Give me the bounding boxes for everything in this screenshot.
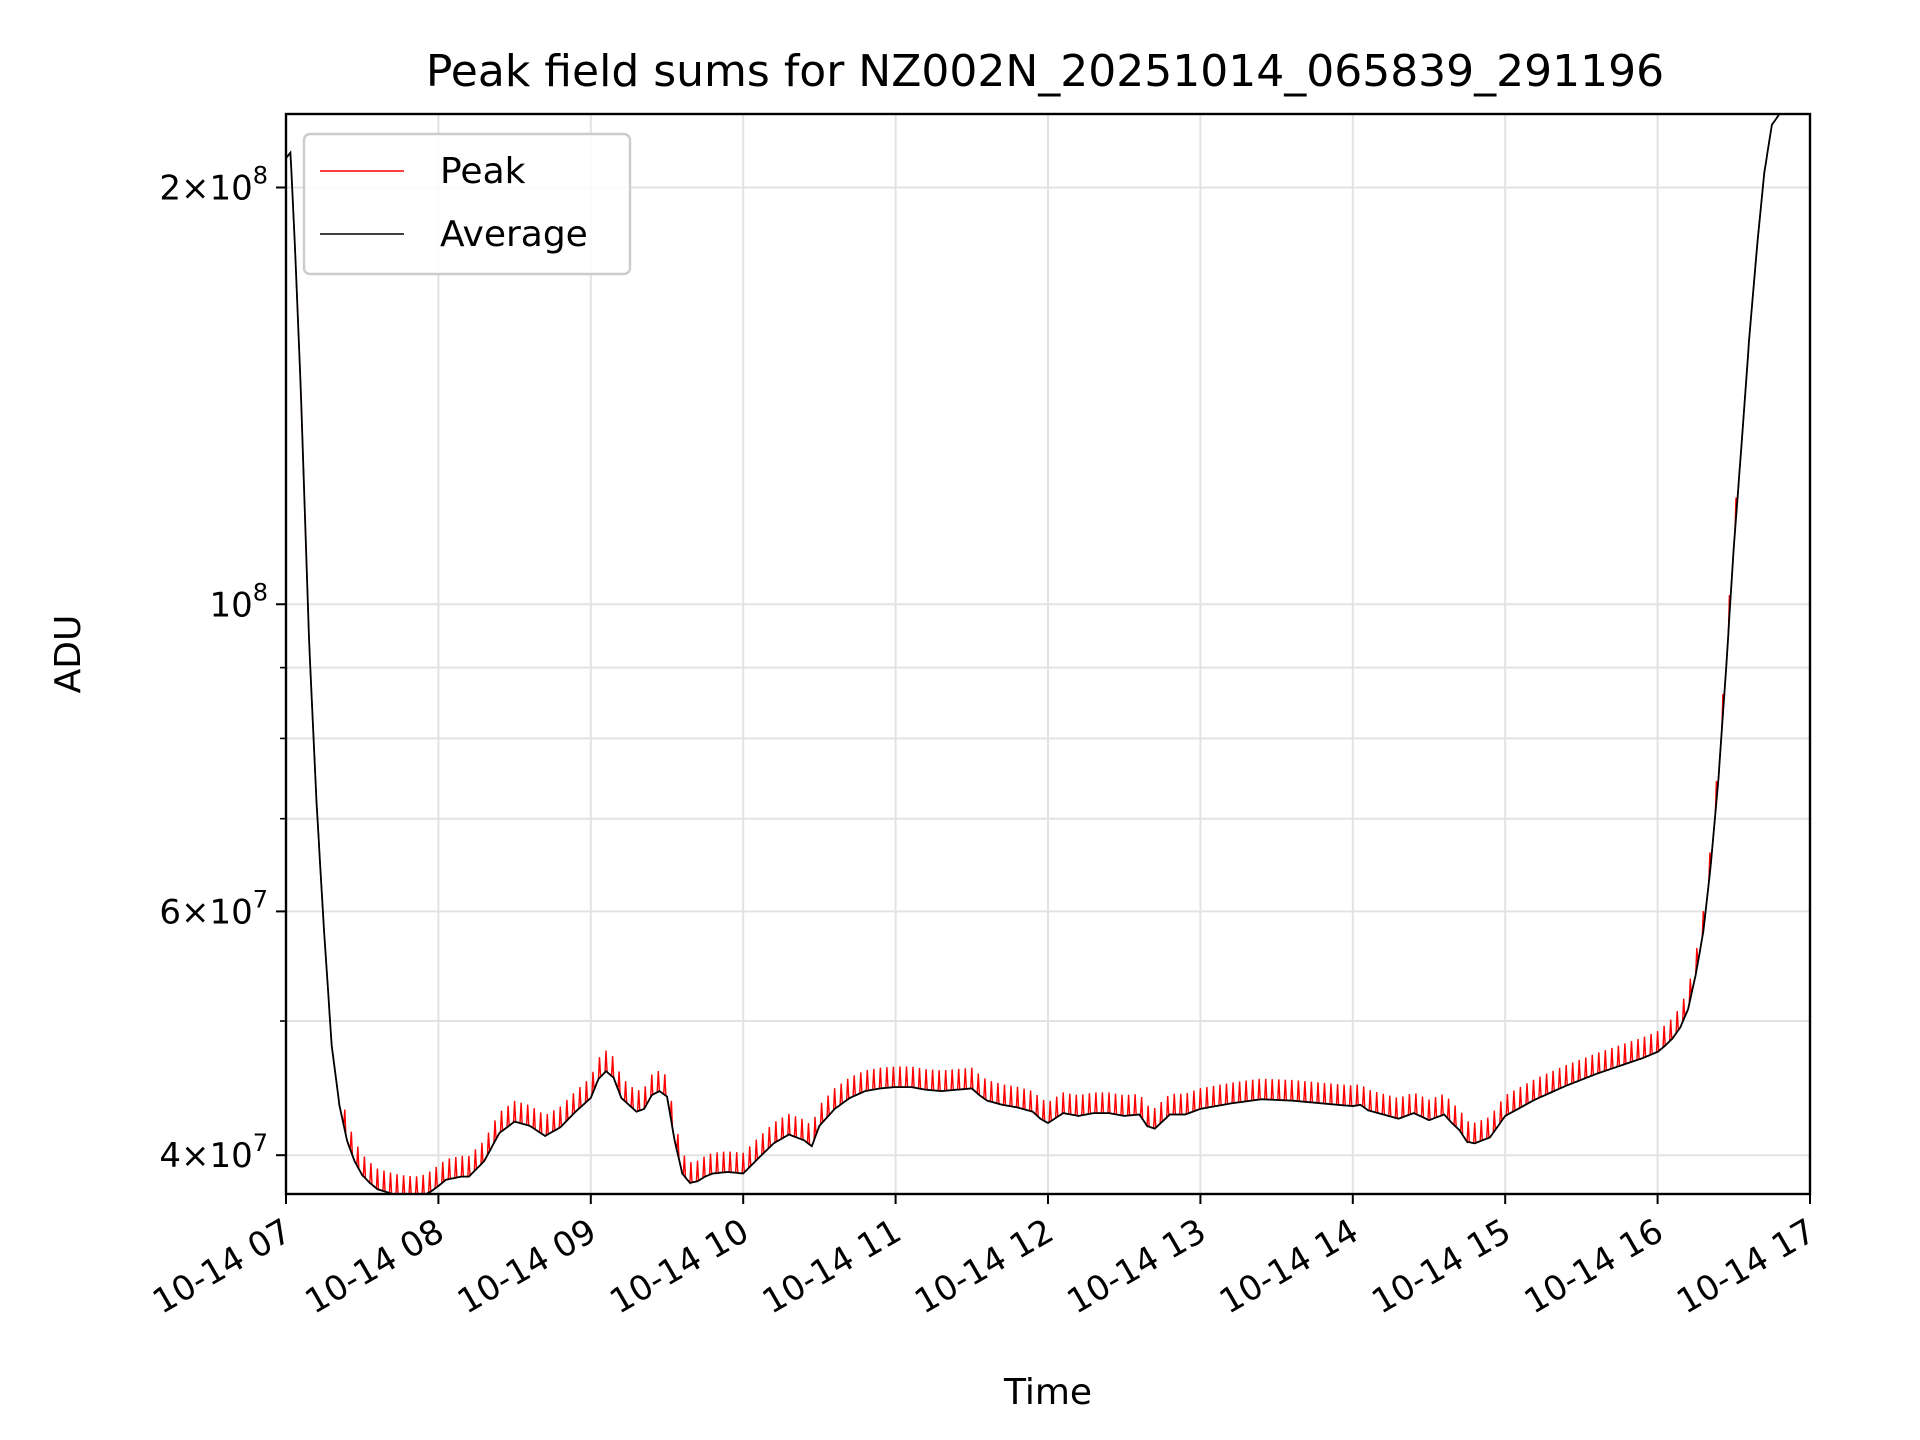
series-line-average [285, 113, 1810, 1195]
series-layer [285, 113, 1810, 1195]
legend-box [302, 132, 632, 276]
y-tick-label: 108 [209, 578, 268, 625]
y-tick-label: 2×108 [159, 161, 268, 208]
legend-label-average: Average [440, 214, 588, 255]
x-axis-label: Time [1003, 1372, 1092, 1413]
chart-title: Peak field sums for NZ002N_20251014_0658… [426, 46, 1664, 97]
legend-label-peak: Peak [440, 151, 526, 192]
y-tick-label: 6×107 [159, 885, 268, 932]
legend: Peak Average [302, 132, 632, 276]
y-axis-label: ADU [48, 615, 89, 694]
y-tick-label: 4×107 [159, 1129, 268, 1176]
